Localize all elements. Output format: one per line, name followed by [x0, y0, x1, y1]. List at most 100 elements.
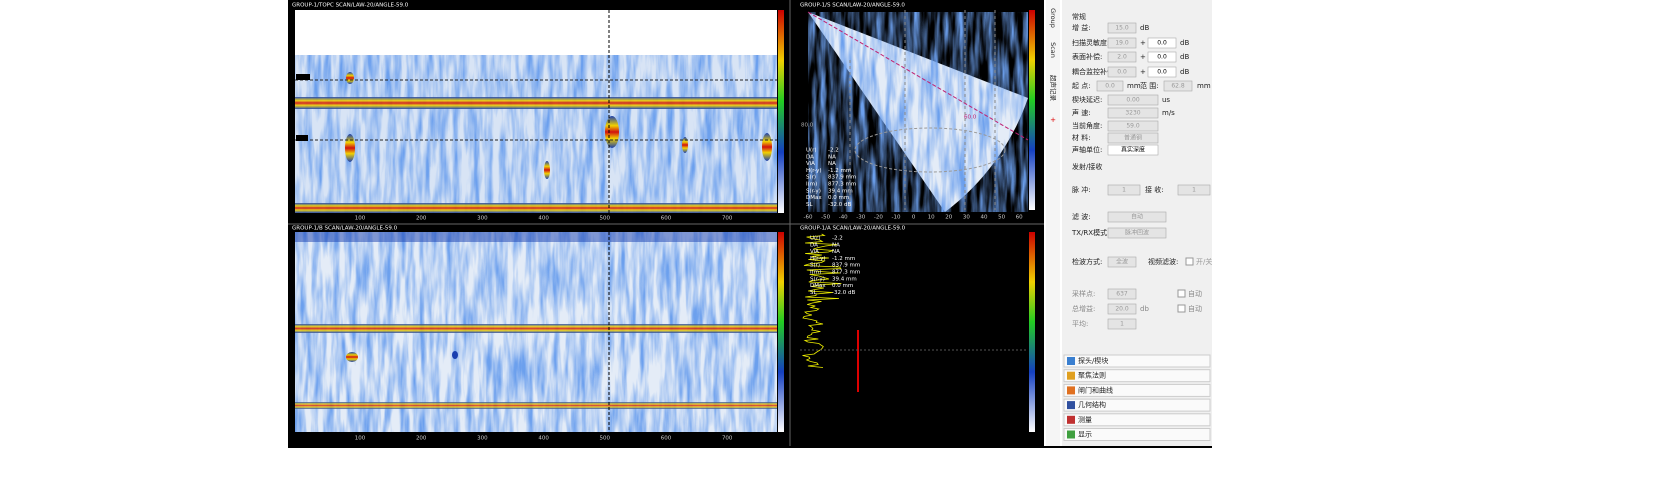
field-label: 总增益: [1072, 304, 1095, 313]
readout-value: 837.9 mm [832, 263, 860, 269]
field-label: 楔块延迟: [1072, 95, 1102, 104]
input-value: 0.0 [1157, 69, 1167, 76]
axis-label: 40 [981, 215, 988, 221]
bscan-image [295, 232, 784, 432]
input-box[interactable] [1177, 184, 1211, 196]
menu-label[interactable]: 闸门和曲线 [1078, 385, 1113, 394]
ascan-image [800, 232, 1035, 432]
unit: dB [1180, 39, 1189, 47]
unit: dB [1180, 53, 1189, 61]
axis-label: 30 [963, 215, 970, 221]
dropdown[interactable] [1107, 256, 1137, 268]
field-label: 表面补偿: [1072, 52, 1102, 61]
input-box[interactable] [1107, 66, 1137, 78]
input-box[interactable] [1107, 107, 1159, 119]
input-box[interactable] [1096, 80, 1124, 92]
menu-icon [1067, 357, 1075, 365]
input-value: 1 [1120, 321, 1124, 328]
checkbox-label: 自动 [1188, 289, 1202, 298]
axis-label: 600 [661, 216, 672, 222]
field-label: 脉 冲: [1072, 185, 1091, 194]
field-label: 增 益: [1072, 23, 1091, 32]
add-tab[interactable]: + [1050, 116, 1056, 124]
dropdown[interactable] [1107, 227, 1167, 239]
field-label: 起 点: [1072, 82, 1091, 90]
dropdown[interactable] [1107, 132, 1159, 144]
input-value: 0.0 [1117, 69, 1127, 76]
readout-value: -32.0 dB [832, 290, 855, 296]
input-value: 真实深度 [1121, 146, 1145, 154]
dropdown[interactable] [1107, 211, 1167, 223]
menu-button[interactable] [1063, 398, 1211, 412]
axis-label: 10 [928, 215, 935, 221]
checkbox[interactable] [1177, 289, 1186, 298]
readout-value: 0.0 mm [828, 195, 849, 201]
readout-label: SL [810, 290, 817, 296]
axis-label: -60 [804, 215, 813, 221]
input-box[interactable] [1107, 288, 1137, 300]
input-value: 脉冲回波 [1125, 229, 1149, 237]
axis-label: 700 [722, 436, 733, 442]
input-box[interactable] [1163, 80, 1193, 92]
menu-button[interactable] [1063, 428, 1211, 441]
input-value: 全波 [1116, 258, 1128, 266]
input-box[interactable] [1107, 184, 1141, 196]
readout-label: S(r) [806, 175, 816, 181]
checkbox[interactable] [1185, 257, 1194, 266]
field-label: 视频滤波: [1148, 257, 1178, 266]
field-label: 耦合监控补偿: [1072, 67, 1116, 76]
field-label: 检波方式: [1072, 257, 1102, 266]
input-box[interactable] [1147, 66, 1177, 78]
axis-label: 500 [600, 436, 611, 442]
input-box[interactable] [1147, 37, 1177, 49]
readout-value: -1.2 mm [828, 168, 851, 174]
input-value: 62.8 [1171, 83, 1185, 90]
readout-label: DA [806, 154, 814, 160]
field-label: TX/RX模式: [1071, 228, 1109, 237]
axis-label: 300 [477, 436, 488, 442]
input-box[interactable] [1147, 51, 1177, 63]
menu-button[interactable] [1063, 413, 1211, 427]
menu-button[interactable] [1063, 369, 1211, 383]
dropdown[interactable] [1107, 120, 1159, 132]
field-label: 采样点: [1072, 289, 1095, 298]
input-value: 0.0 [1157, 54, 1167, 61]
input-box[interactable] [1107, 303, 1137, 315]
unit: us [1162, 96, 1170, 104]
input-box[interactable] [1107, 51, 1137, 63]
axis-label: -10 [892, 215, 901, 221]
side-tab[interactable]: Group [1049, 8, 1057, 28]
operator: + [1140, 39, 1146, 47]
menu-label[interactable]: 聚焦法则 [1078, 371, 1106, 380]
side-tab[interactable]: Scan [1049, 42, 1057, 58]
menu-label[interactable]: 测量 [1078, 416, 1092, 424]
operator: + [1140, 68, 1146, 76]
axis-label: 60 [1016, 215, 1023, 221]
panel-title: GROUP-1/B SCAN/LAW-20/ANGLE-59.0 [292, 226, 398, 232]
field-label: 接 收: [1145, 185, 1164, 194]
menu-icon [1067, 401, 1075, 410]
axis-label: 0 [912, 215, 916, 221]
menu-label[interactable]: 显示 [1078, 431, 1092, 439]
menu-label[interactable]: 几何结构 [1078, 400, 1106, 409]
checkbox[interactable] [1177, 304, 1186, 313]
field-label: 材 料: [1072, 133, 1091, 142]
axis-label: 300 [477, 216, 488, 222]
field-label: 范 围: [1140, 81, 1159, 90]
readout-label: DMax [810, 283, 826, 289]
axis-label: -40 [839, 215, 848, 221]
readout-label: H(r-y) [810, 256, 825, 262]
menu-label[interactable]: 探头/楔块 [1078, 356, 1108, 365]
input-box[interactable] [1107, 94, 1159, 106]
menu-button[interactable] [1063, 383, 1211, 397]
input-box[interactable] [1107, 37, 1137, 49]
axis-label: 100 [355, 436, 366, 442]
side-tab[interactable]: 超声记录 [1049, 75, 1058, 102]
dropdown[interactable] [1107, 318, 1137, 330]
input-value: 637 [1116, 291, 1128, 298]
dropdown[interactable] [1107, 144, 1159, 156]
menu-button[interactable] [1063, 354, 1211, 368]
input-box[interactable] [1107, 22, 1137, 34]
readout-label: S(r-y) [806, 188, 821, 194]
section-title: 发射/接收 [1072, 162, 1102, 171]
